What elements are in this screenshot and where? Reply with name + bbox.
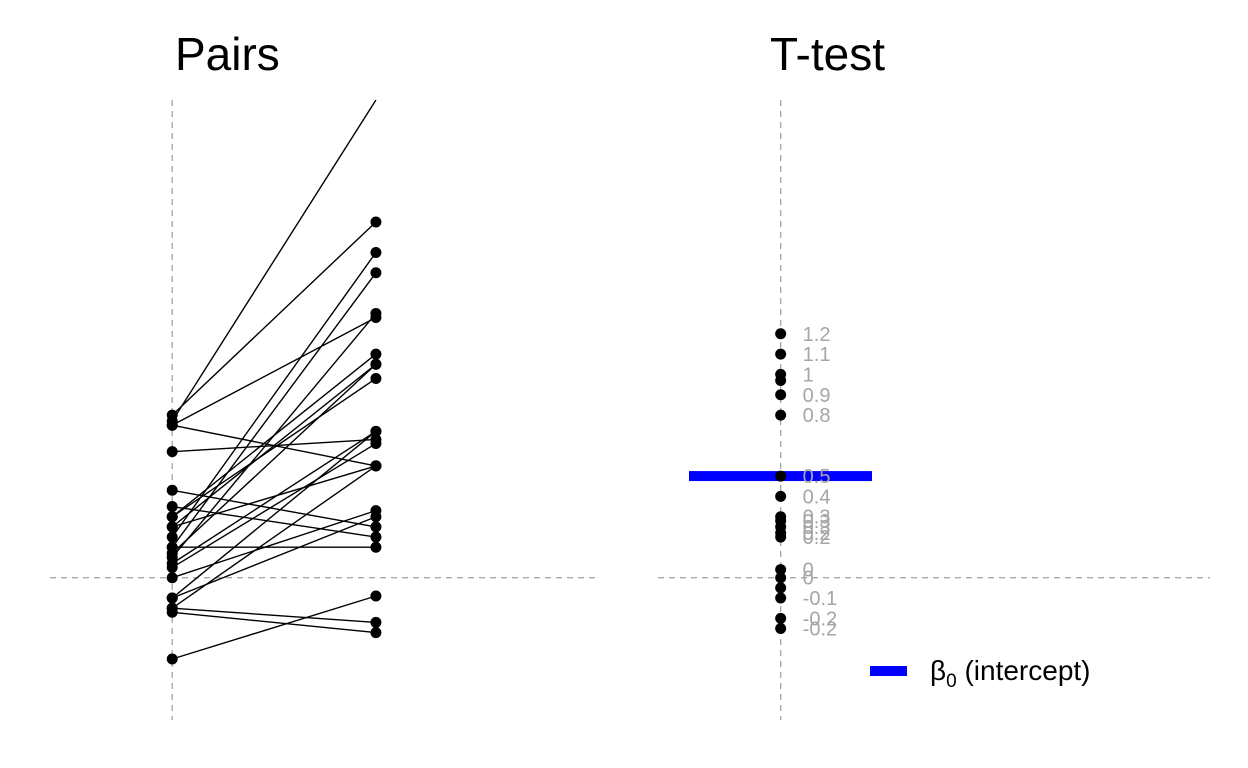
ttest-point-label: 1.1 xyxy=(803,344,831,366)
ttest-point-label: 0.5 xyxy=(803,466,831,488)
pair-point-after xyxy=(370,425,382,437)
pair-point-after xyxy=(370,267,382,279)
ttest-point-label: 1.2 xyxy=(803,324,831,346)
pair-line xyxy=(172,509,377,579)
ttest-point-label: 0.2 xyxy=(803,527,831,549)
pair-point-before xyxy=(166,409,178,421)
pair-point-after xyxy=(370,531,382,543)
pair-line xyxy=(171,465,377,609)
pair-point-before xyxy=(166,501,178,513)
pair-point-before xyxy=(166,419,178,431)
pair-line xyxy=(171,430,377,565)
ttest-point-label: 0.4 xyxy=(803,486,831,508)
ttest-point xyxy=(775,623,787,635)
pairs-lines xyxy=(171,100,377,660)
pair-line xyxy=(172,505,377,538)
ttest-point-label: 0.3 xyxy=(803,507,831,529)
ttest-point xyxy=(775,572,787,584)
ttest-point xyxy=(775,470,787,482)
ttest-point-label: 0.3 xyxy=(803,517,831,539)
ttest-point xyxy=(775,531,787,543)
pair-point-after xyxy=(370,590,382,602)
ttest-points xyxy=(775,328,787,635)
pair-line xyxy=(172,611,376,634)
ttest-title: T-test xyxy=(770,28,885,80)
ttest-point-label: -0.2 xyxy=(803,608,837,630)
pair-point-before xyxy=(166,531,178,543)
ttest-point xyxy=(775,564,787,576)
pair-point-after xyxy=(370,348,382,360)
pair-line xyxy=(171,221,377,416)
pairs-title: Pairs xyxy=(175,28,280,80)
ttest-point xyxy=(775,592,787,604)
pair-point-before xyxy=(166,592,178,604)
pair-line xyxy=(171,100,377,422)
pair-point-after xyxy=(370,616,382,628)
pair-line xyxy=(171,272,377,548)
pair-line xyxy=(172,438,376,453)
ttest-point xyxy=(775,490,787,502)
pair-line xyxy=(172,465,377,528)
pair-point-after xyxy=(370,541,382,553)
ttest-point-label: 0 xyxy=(803,568,814,590)
pair-point-before xyxy=(166,446,178,458)
ttest-point xyxy=(775,409,787,421)
pair-line xyxy=(171,516,377,599)
pair-point-after xyxy=(370,511,382,523)
legend-label: β0 (intercept) xyxy=(930,655,1091,692)
pair-point-before xyxy=(166,521,178,533)
ttest-point xyxy=(775,582,787,594)
pair-point-before xyxy=(166,572,178,584)
pair-point-after xyxy=(370,216,382,228)
pair-line xyxy=(171,363,377,554)
ttest-point-label: 0.9 xyxy=(803,385,831,407)
pair-point-after xyxy=(370,372,382,384)
ttest-point xyxy=(775,612,787,624)
pair-point-before xyxy=(166,653,178,665)
pair-point-after xyxy=(370,438,382,450)
pair-point-after xyxy=(370,312,382,324)
pairs-points xyxy=(166,216,382,665)
legend-swatch xyxy=(870,666,907,676)
ttest-point xyxy=(775,375,787,387)
ttest-point-label: 1 xyxy=(803,364,814,386)
ttest-point xyxy=(775,348,787,360)
pair-line xyxy=(171,377,377,518)
pair-point-after xyxy=(370,521,382,533)
pair-line xyxy=(172,489,377,528)
pair-point-before xyxy=(166,557,178,569)
pairs-panel: Pairs xyxy=(50,28,600,720)
ttest-point-label: 0.3 xyxy=(803,511,831,533)
pair-point-before xyxy=(166,606,178,618)
ttest-point-label: -0.2 xyxy=(803,619,837,641)
ttest-point-label: 0.2 xyxy=(803,523,831,545)
ttest-point-label: -0.1 xyxy=(803,588,837,610)
ttest-point-label: 0 xyxy=(803,560,814,582)
pair-point-before xyxy=(166,484,178,496)
pair-point-after xyxy=(370,246,382,258)
pair-point-after xyxy=(370,460,382,472)
pair-line xyxy=(171,316,377,426)
pair-point-before xyxy=(166,541,178,553)
ttest-point-label: 0.8 xyxy=(803,405,831,427)
ttest-point xyxy=(775,389,787,401)
pair-point-after xyxy=(370,358,382,370)
pair-line xyxy=(171,252,377,538)
pair-line xyxy=(172,595,377,660)
pair-line xyxy=(172,607,376,624)
ttest-point xyxy=(775,328,787,340)
legend: β0 (intercept) xyxy=(870,655,1091,692)
ttest-labels: 1.21.110.90.80.50.40.30.30.30.20.200-0.1… xyxy=(803,324,837,641)
pair-point-after xyxy=(370,627,382,639)
ttest-panel: T-test 1.21.110.90.80.50.40.30.30.30.20.… xyxy=(658,28,1210,720)
pair-point-before xyxy=(166,511,178,523)
pair-line xyxy=(171,430,377,599)
